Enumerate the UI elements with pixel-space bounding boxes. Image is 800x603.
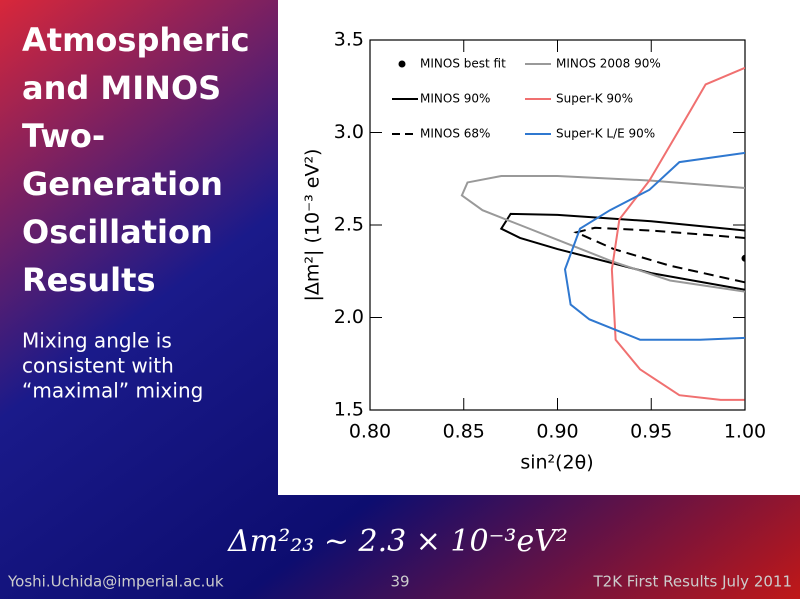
footer-right: T2K First Results July 2011 [593,573,793,591]
x-tick-label: 0.95 [630,421,672,443]
y-axis-label: |Δm²| (10⁻³ eV²) [302,149,324,302]
legend-marker [398,60,406,68]
slide-title: Two- [22,117,105,155]
plot-area [460,66,745,401]
legend-label: MINOS 90% [420,92,490,106]
contour-line [610,66,745,401]
y-tick-label: 3.0 [334,121,364,143]
slide-title: Generation [22,165,223,203]
slide-text: Mixing angle is [22,329,172,353]
formula: Δm²₂₃ ~ 2.3 × 10⁻³eV² [227,524,568,559]
y-tick-label: 3.5 [334,29,364,51]
slide-title: Results [22,261,155,299]
x-tick-label: 0.85 [443,421,485,443]
x-axis-label: sin²(2θ) [520,452,593,474]
best-fit-point [741,254,745,262]
contour-line [460,174,745,293]
footer-center: 39 [390,573,409,591]
chart-panel [278,0,800,495]
y-tick-label: 2.0 [334,306,364,328]
contour-line [573,226,745,284]
y-tick-label: 2.5 [334,214,364,236]
legend-label: Super-K L/E 90% [556,127,655,141]
slide-text: consistent with [22,354,174,378]
legend-label: MINOS best fit [420,57,506,71]
y-tick-label: 1.5 [334,399,364,421]
x-tick-label: 0.90 [536,421,578,443]
slide-text: “maximal” mixing [22,379,203,403]
legend-label: MINOS 68% [420,127,490,141]
slide-title: and MINOS [22,69,221,107]
x-tick-label: 1.00 [724,421,766,443]
legend-label: Super-K 90% [556,92,633,106]
x-tick-label: 0.80 [349,421,391,443]
legend-label: MINOS 2008 90% [556,57,661,71]
footer-left: Yoshi.Uchida@imperial.ac.uk [7,573,224,591]
slide-title: Atmospheric [22,21,250,59]
slide-title: Oscillation [22,213,213,251]
contour-line [563,151,745,341]
